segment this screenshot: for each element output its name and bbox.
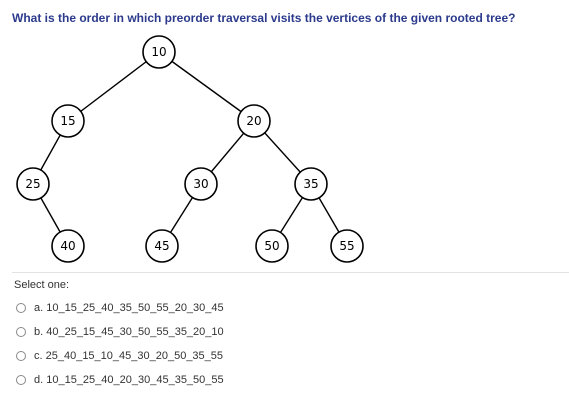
tree-node-35: 35 [294,167,328,201]
tree-node-circle [145,229,179,263]
radio-button-a[interactable] [16,303,26,313]
tree-node-50: 50 [255,229,289,263]
radio-button-c[interactable] [16,351,26,361]
tree-node-circle [237,104,271,138]
tree-node-label: 25 [25,177,40,191]
tree-node-circle [51,229,85,263]
tree-node-30: 30 [184,167,218,201]
tree-node-label: 40 [60,239,75,253]
option-c-label[interactable]: c. 25_40_15_10_45_30_20_50_35_55 [34,350,224,362]
tree-edge-10-20 [158,51,255,122]
tree-node-circle [184,167,218,201]
option-d-label[interactable]: d. 10_15_25_40_20_30_45_35_50_55 [34,374,224,386]
tree-node-45: 45 [145,229,179,263]
tree-edge-10-15 [67,51,160,122]
tree-node-25: 25 [16,167,50,201]
radio-button-b[interactable] [16,327,26,337]
tree-node-label: 55 [339,239,354,253]
tree-node-label: 15 [60,114,75,128]
tree-node-label: 20 [246,114,261,128]
option-a[interactable]: a. 10_15_25_40_35_50_55_20_30_45 [16,296,224,320]
question-text: What is the order in which preorder trav… [12,11,516,25]
tree-node-label: 30 [193,177,208,191]
radio-button-d[interactable] [16,375,26,385]
tree-node-label: 35 [303,177,318,191]
tree-node-15: 15 [51,104,85,138]
option-d[interactable]: d. 10_15_25_40_20_30_45_35_50_55 [16,368,224,392]
option-b-label[interactable]: b. 40_25_15_45_30_50_55_35_20_10 [34,326,224,338]
tree-node-circle [51,104,85,138]
tree-node-circle [16,167,50,201]
tree-node-circle [330,229,364,263]
divider [12,272,569,273]
tree-node-55: 55 [330,229,364,263]
tree-node-label: 10 [151,45,166,59]
option-b[interactable]: b. 40_25_15_45_30_50_55_35_20_10 [16,320,224,344]
answer-options: a. 10_15_25_40_35_50_55_20_30_45 b. 40_2… [16,296,224,392]
select-one-label: Select one: [14,279,70,291]
option-c[interactable]: c. 25_40_15_10_45_30_20_50_35_55 [16,344,224,368]
tree-node-circle [294,167,328,201]
tree-node-label: 45 [154,239,169,253]
tree-node-circle [142,35,176,69]
tree-node-20: 20 [237,104,271,138]
tree-node-circle [255,229,289,263]
rooted-tree-diagram: 10 15 20 25 30 35 40 45 50 55 [16,35,364,263]
tree-node-40: 40 [51,229,85,263]
option-a-label[interactable]: a. 10_15_25_40_35_50_55_20_30_45 [34,302,224,314]
tree-node-label: 50 [264,239,279,253]
tree-node-10: 10 [142,35,176,69]
